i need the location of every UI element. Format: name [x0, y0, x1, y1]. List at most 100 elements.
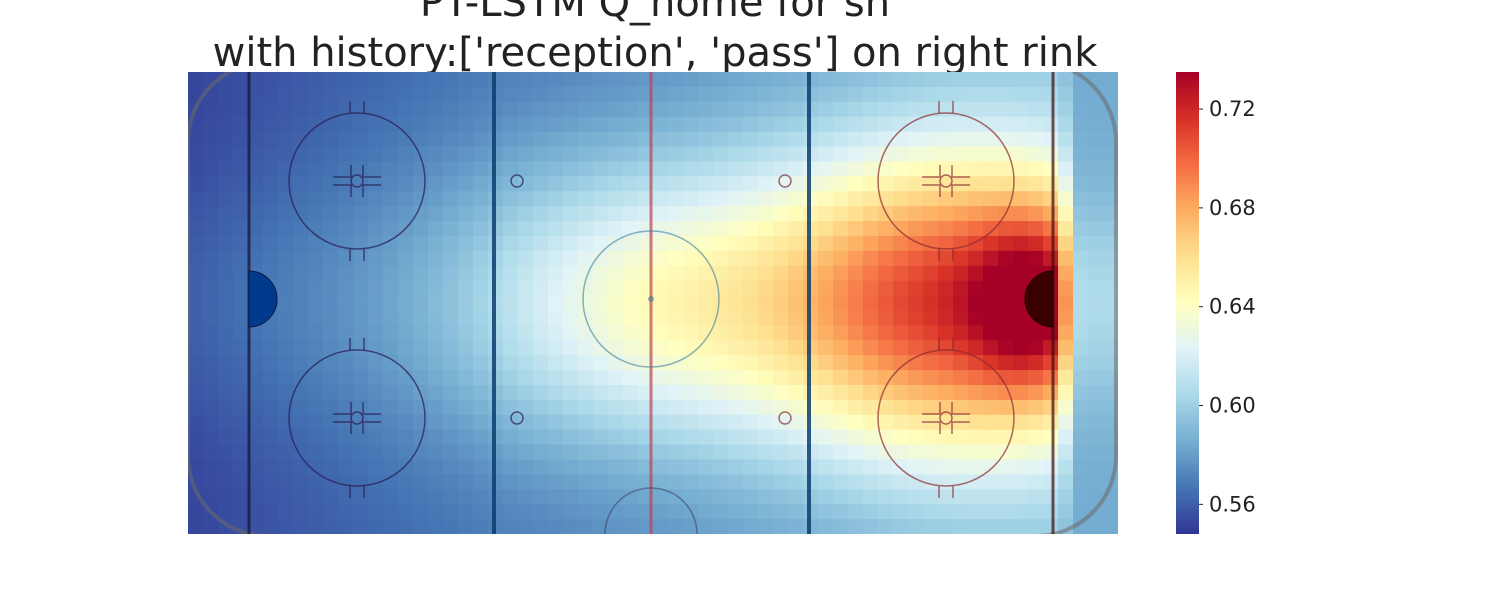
heatmap-cell: [623, 459, 639, 475]
heatmap-cell: [293, 519, 309, 534]
heatmap-cell: [983, 459, 999, 475]
heatmap-cell: [698, 295, 714, 312]
heatmap-cell: [758, 444, 774, 461]
heatmap-cell: [878, 414, 894, 431]
heatmap-cell: [368, 519, 384, 534]
heatmap-cell: [578, 86, 594, 103]
heatmap-cell: [203, 131, 219, 148]
heatmap-cell: [383, 384, 399, 401]
heatmap-cell: [518, 444, 534, 461]
heatmap-cell: [818, 370, 834, 386]
heatmap-cell: [503, 72, 519, 88]
heatmap-cell: [758, 235, 774, 252]
heatmap-cell: [908, 116, 924, 133]
heatmap-cell: [953, 489, 969, 505]
heatmap-cell: [608, 399, 624, 416]
heatmap-cell: [413, 146, 429, 163]
heatmap-cell: [743, 384, 759, 401]
heatmap-cell: [548, 399, 564, 416]
heatmap-cell: [788, 86, 804, 103]
heatmap-cell: [878, 399, 894, 416]
heatmap-cell: [953, 444, 969, 461]
faceoff-circle-bottom-right: [877, 338, 1015, 498]
heatmap-cell: [563, 161, 579, 177]
heatmap-cell: [218, 265, 234, 282]
heatmap-cell: [533, 519, 549, 534]
heatmap-cell: [353, 504, 369, 520]
heatmap-cell: [1043, 370, 1059, 386]
heatmap-cell: [773, 355, 789, 371]
heatmap-cell: [908, 384, 924, 401]
heatmap-cell: [698, 310, 714, 326]
heatmap-cell: [728, 399, 744, 416]
heatmap-cell: [473, 116, 489, 133]
heatmap-cell: [998, 370, 1014, 386]
heatmap-cell: [683, 86, 699, 103]
heatmap-cell: [773, 474, 789, 490]
heatmap-cell: [263, 384, 279, 401]
heatmap-cell: [353, 444, 369, 461]
neutral-dot-bottom-right: [778, 411, 792, 425]
heatmap-cell: [398, 519, 414, 534]
heatmap-cell: [653, 161, 669, 177]
heatmap-cell: [563, 474, 579, 490]
heatmap-cell: [473, 265, 489, 282]
heatmap-cell: [968, 384, 984, 401]
heatmap-cell: [308, 295, 324, 312]
heatmap-cell: [698, 191, 714, 207]
heatmap-cell: [368, 399, 384, 416]
heatmap-cell: [308, 370, 324, 386]
heatmap-cell: [623, 116, 639, 133]
heatmap-cell: [668, 399, 684, 416]
heatmap-cell: [458, 310, 474, 326]
heatmap-cell: [1058, 370, 1074, 386]
heatmap-cell: [203, 295, 219, 312]
heatmap-cell: [473, 206, 489, 222]
heatmap-cell: [458, 116, 474, 133]
heatmap-cell: [1043, 161, 1059, 177]
heatmap-cell: [983, 340, 999, 356]
heatmap-cell: [278, 191, 294, 207]
heatmap-cell: [1043, 221, 1059, 237]
heatmap-cell: [953, 399, 969, 416]
heatmap-cell: [518, 370, 534, 386]
heatmap-cell: [503, 116, 519, 133]
heatmap-cell: [968, 72, 984, 88]
heatmap-cell: [473, 370, 489, 386]
heatmap-cell: [983, 101, 999, 118]
heatmap-cell: [1058, 161, 1074, 177]
heatmap-cell: [923, 489, 939, 505]
heatmap-cell: [593, 86, 609, 103]
heatmap-cell: [338, 355, 354, 371]
heatmap-cell: [968, 459, 984, 475]
heatmap-cell: [788, 265, 804, 282]
heatmap-cell: [578, 221, 594, 237]
heatmap-cell: [878, 519, 894, 534]
heatmap-cell: [698, 459, 714, 475]
heatmap-cell: [668, 235, 684, 252]
heatmap-cell: [203, 146, 219, 163]
heatmap-cell: [593, 161, 609, 177]
heatmap-cell: [578, 414, 594, 431]
heatmap-cell: [863, 310, 879, 326]
heatmap-cell: [248, 206, 264, 222]
heatmap-cell: [758, 116, 774, 133]
heatmap-cell: [788, 504, 804, 520]
colorbar-tick-label: 0.56: [1209, 492, 1256, 516]
heatmap-cell: [1043, 72, 1059, 88]
heatmap-cell: [308, 146, 324, 163]
heatmap-cell: [353, 72, 369, 88]
heatmap-cell: [1028, 474, 1044, 490]
heatmap-cell: [458, 370, 474, 386]
heatmap-cell: [773, 206, 789, 222]
heatmap-cell: [713, 325, 729, 341]
heatmap-cell: [218, 355, 234, 371]
heatmap-cell: [608, 235, 624, 252]
heatmap-cell: [248, 86, 264, 103]
heatmap-cell: [908, 444, 924, 461]
heatmap-cell: [863, 325, 879, 341]
heatmap-cell: [518, 340, 534, 356]
heatmap-cell: [788, 146, 804, 163]
heatmap-cell: [668, 86, 684, 103]
heatmap-cell: [263, 459, 279, 475]
